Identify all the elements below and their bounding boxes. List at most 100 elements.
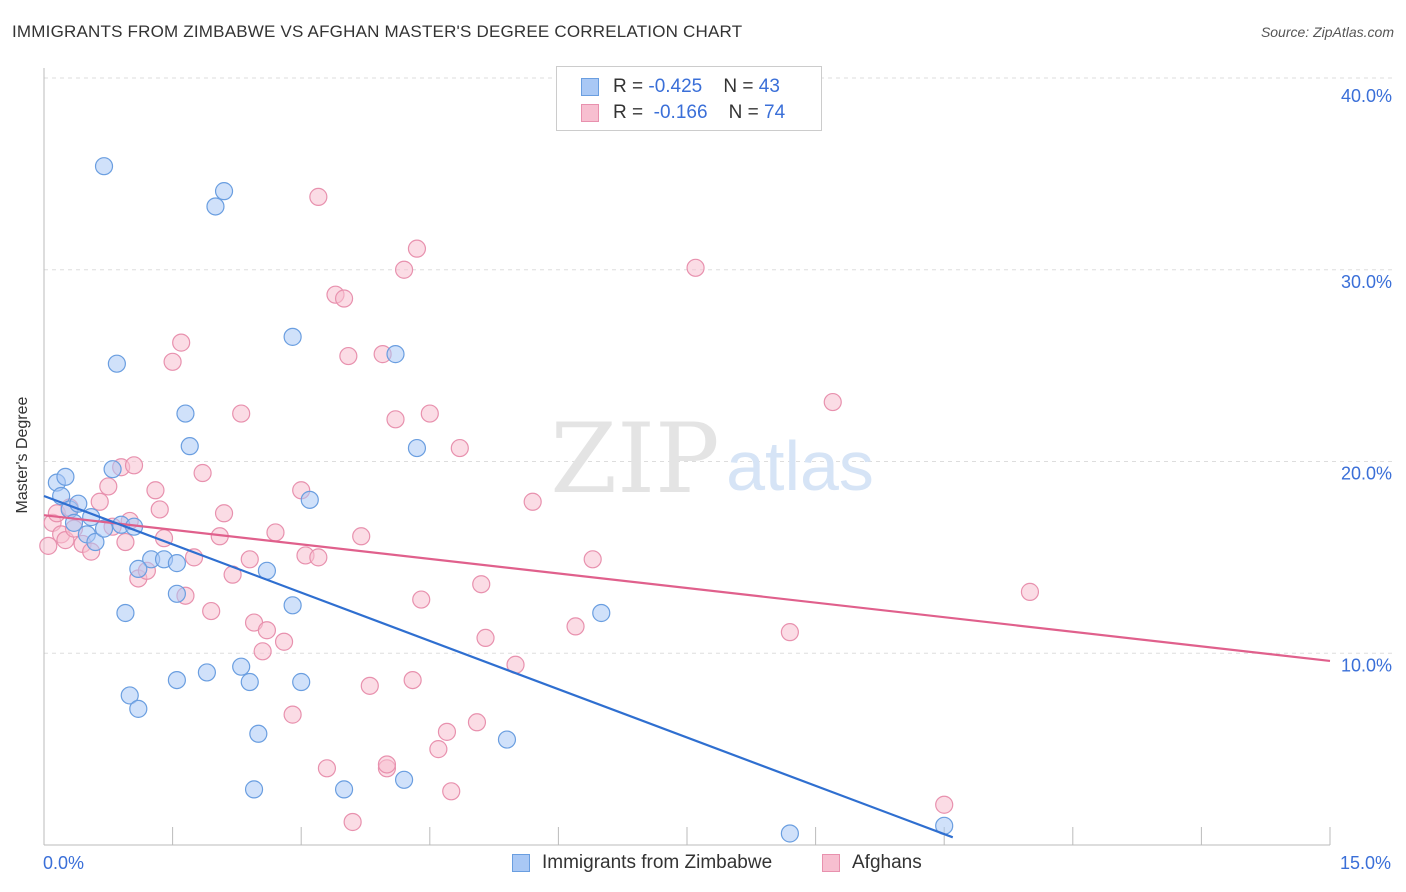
zimbabwe-point xyxy=(116,603,135,623)
afghans-point xyxy=(90,492,109,511)
afghans-point xyxy=(150,500,169,519)
zimbabwe-point xyxy=(386,345,405,364)
zimbabwe-point xyxy=(214,182,234,201)
afghans-point xyxy=(403,670,422,690)
afghans-point xyxy=(442,782,461,801)
zimbabwe-point xyxy=(592,603,611,623)
x-tick-max: 15.0% xyxy=(1340,853,1392,873)
zimbabwe-swatch xyxy=(581,78,599,96)
zimbabwe-point xyxy=(167,554,186,573)
n-label: N = xyxy=(723,76,759,97)
afghans-points xyxy=(39,187,1040,832)
afghans-point xyxy=(317,759,337,778)
zimbabwe-legend-label: Immigrants from Zimbabwe xyxy=(542,852,773,873)
axes xyxy=(43,68,1331,846)
zimbabwe-point xyxy=(129,559,148,578)
zimbabwe-point xyxy=(283,327,302,346)
afghans-point xyxy=(1020,582,1040,601)
afghans-point xyxy=(780,623,799,642)
zimbabwe-point xyxy=(176,404,195,423)
zimbabwe-point xyxy=(232,657,251,676)
afghans-point xyxy=(309,187,328,206)
afghans-point xyxy=(274,632,294,651)
afghans-point xyxy=(343,812,362,832)
afghans-swatch xyxy=(581,104,599,122)
afghans-point xyxy=(583,550,602,569)
zimbabwe-point xyxy=(107,354,126,373)
afghans-point xyxy=(450,438,469,458)
afghans-point xyxy=(146,481,165,500)
zimbabwe-point xyxy=(244,780,264,799)
legend-text-afghans: R = -0.166 N = 74 xyxy=(613,102,785,124)
afghans-point xyxy=(566,617,585,636)
zimbabwe-point xyxy=(497,730,517,749)
zimbabwe-point xyxy=(407,438,427,458)
zimbabwe-point xyxy=(240,672,259,692)
r-value: -0.166 xyxy=(653,102,708,123)
y-tick-label: 40.0% xyxy=(1341,86,1392,106)
zimbabwe-trend-line xyxy=(43,494,954,839)
zimbabwe-point xyxy=(780,824,799,843)
afghans-point xyxy=(352,527,371,546)
watermark-atlas: atlas xyxy=(726,427,874,505)
afghans-point xyxy=(214,504,234,523)
afghans-legend-swatch xyxy=(822,854,840,872)
y-axis-label: Master's Degree xyxy=(14,396,31,514)
zimbabwe-point xyxy=(167,670,186,690)
correlation-legend: R = -0.425 N = 43 R = -0.166 N = 74 xyxy=(556,66,822,131)
zimbabwe-point xyxy=(292,672,311,692)
afghans-point xyxy=(257,621,277,640)
afghans-point xyxy=(412,590,431,609)
zimbabwe-point xyxy=(167,584,186,603)
zimbabwe-point xyxy=(94,519,114,538)
afghans-point xyxy=(467,713,487,732)
afghans-legend-label: Afghans xyxy=(852,852,922,873)
zimbabwe-point xyxy=(300,490,319,509)
afghans-point xyxy=(476,628,495,648)
y-tick-label: 30.0% xyxy=(1341,272,1392,292)
afghans-point xyxy=(437,722,457,741)
watermark-zip: ZIP xyxy=(550,403,719,515)
afghans-point xyxy=(334,289,354,308)
y-tick-label: 20.0% xyxy=(1341,464,1392,484)
afghans-point xyxy=(193,463,212,483)
afghans-point xyxy=(283,705,302,724)
afghans-point xyxy=(266,523,285,542)
watermark: ZIP atlas xyxy=(550,403,874,515)
zimbabwe-point xyxy=(103,460,122,479)
zimbabwe-point xyxy=(249,724,268,743)
zimbabwe-point xyxy=(129,699,148,718)
afghans-point xyxy=(935,795,954,814)
afghans-point xyxy=(172,333,191,352)
afghans-point xyxy=(240,550,259,569)
zimbabwe-point xyxy=(334,780,354,799)
r-label: R = xyxy=(613,102,649,123)
afghans-point xyxy=(429,740,448,759)
r-label: R = xyxy=(613,76,649,97)
afghans-point xyxy=(823,392,842,412)
zimbabwe-point xyxy=(86,532,105,552)
legend-text-zimbabwe: R = -0.425 N = 43 xyxy=(613,76,780,98)
chart-source: Source: ZipAtlas.com xyxy=(1260,24,1394,40)
afghans-point xyxy=(420,404,439,423)
zimbabwe-point xyxy=(120,686,139,705)
trend-lines xyxy=(43,494,1331,839)
zimbabwe-point xyxy=(180,437,199,456)
afghans-point xyxy=(523,492,542,511)
zimbabwe-point xyxy=(283,596,302,615)
afghans-point xyxy=(386,410,405,429)
n-label: N = xyxy=(728,102,765,123)
afghans-point xyxy=(124,456,144,475)
y-tick-label: 10.0% xyxy=(1341,655,1392,675)
x-tick-min: 0.0% xyxy=(43,853,85,873)
zimbabwe-point xyxy=(394,770,414,789)
zimbabwe-point xyxy=(206,197,225,216)
afghans-point xyxy=(377,755,397,774)
afghans-point xyxy=(202,601,221,621)
afghans-point xyxy=(253,642,272,661)
n-value: 74 xyxy=(764,102,786,123)
n-value: 43 xyxy=(758,76,780,97)
zimbabwe-point xyxy=(197,663,216,682)
chart-title: IMMIGRANTS FROM ZIMBABWE VS AFGHAN MASTE… xyxy=(12,22,743,41)
